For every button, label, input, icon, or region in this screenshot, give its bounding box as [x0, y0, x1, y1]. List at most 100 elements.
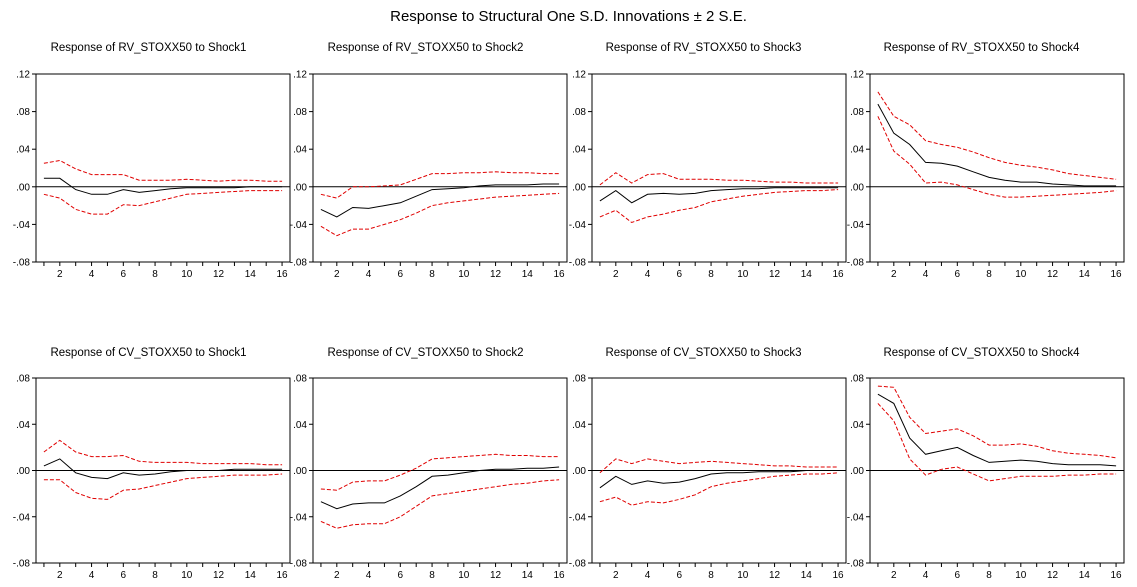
y-tick-label: -.08 [13, 258, 31, 269]
y-tick-label: .04 [293, 145, 307, 156]
lower-band-line [320, 192, 560, 237]
chart-panel: .08 .04 .00 -.04 -.08 2 4 6 8 10 12 14 16 [569, 374, 847, 581]
x-tick-label: 8 [429, 570, 435, 581]
panel-title-rv-shock1: Response of RV_STOXX50 to Shock1 [50, 42, 247, 54]
y-tick-label: -.04 [569, 220, 587, 231]
x-tick-label: 12 [769, 570, 781, 581]
y-tick-label: .04 [572, 420, 586, 431]
x-tick-label: 8 [986, 269, 992, 280]
x-tick-label: 12 [213, 269, 225, 280]
upper-band-line [43, 159, 283, 182]
x-tick-label: 14 [522, 570, 534, 581]
y-tick-label: -.04 [569, 512, 587, 523]
y-tick-label: .12 [16, 70, 30, 81]
y-tick-label: .12 [293, 70, 307, 81]
x-tick-label: 14 [1079, 269, 1091, 280]
y-tick-label: .04 [16, 145, 30, 156]
chart-panel: .12 .08 .04 .00 -.04 -.08 2 4 6 8 10 12 14 16 [13, 70, 291, 280]
x-tick-label: 16 [554, 269, 566, 280]
x-tick-label: 12 [1047, 269, 1059, 280]
x-tick-label: 12 [769, 269, 781, 280]
chart-panel: .12 .08 .04 .00 -.04 -.08 2 4 6 8 10 12 14 16 [290, 70, 568, 280]
x-tick-label: 6 [398, 269, 404, 280]
x-tick-label: 10 [181, 570, 193, 581]
x-tick-label: 8 [152, 570, 158, 581]
panel-title-cv-shock2: Response of CV_STOXX50 to Shock2 [327, 347, 524, 359]
upper-band-line [599, 458, 839, 474]
x-tick-label: 16 [1111, 570, 1123, 581]
y-tick-label: .00 [850, 182, 864, 193]
x-tick-label: 12 [490, 269, 502, 280]
chart-panel: .12 .08 .04 .00 -.04 -.08 2 4 6 8 10 12 14 16 [569, 70, 847, 280]
x-tick-label: 14 [1079, 570, 1091, 581]
x-tick-label: 12 [213, 570, 225, 581]
lower-band-line [599, 472, 839, 506]
x-tick-label: 10 [737, 570, 749, 581]
y-tick-label: -.04 [847, 220, 865, 231]
response-line [320, 466, 560, 510]
x-tick-label: 10 [1015, 570, 1027, 581]
lower-band-line [43, 190, 283, 215]
x-tick-label: 14 [245, 269, 257, 280]
x-tick-label: 10 [458, 570, 470, 581]
lower-band-line [877, 403, 1117, 482]
x-tick-label: 4 [645, 570, 651, 581]
x-tick-label: 2 [613, 269, 619, 280]
x-tick-label: 4 [923, 570, 929, 581]
panel-title-rv-shock3: Response of RV_STOXX50 to Shock3 [605, 42, 802, 54]
response-line [599, 470, 839, 489]
y-tick-label: -.04 [290, 512, 308, 523]
y-tick-label: .08 [293, 374, 307, 385]
y-tick-label: -.08 [290, 559, 308, 570]
x-tick-label: 6 [955, 570, 961, 581]
lower-band-line [599, 189, 839, 224]
y-tick-label: .08 [850, 107, 864, 118]
y-tick-label: .00 [16, 182, 30, 193]
x-tick-label: 8 [708, 269, 714, 280]
x-tick-label: 6 [121, 269, 127, 280]
y-tick-label: .04 [850, 145, 864, 156]
y-tick-label: -.08 [290, 258, 308, 269]
y-tick-label: .08 [16, 107, 30, 118]
panel-title-cv-shock1: Response of CV_STOXX50 to Shock1 [50, 347, 247, 359]
y-tick-label: .12 [850, 70, 864, 81]
lower-band-line [320, 479, 560, 529]
y-tick-label: -.08 [847, 258, 865, 269]
x-tick-label: 6 [955, 269, 961, 280]
panel-title-rv-shock2: Response of RV_STOXX50 to Shock2 [327, 42, 524, 54]
x-tick-label: 4 [923, 269, 929, 280]
x-tick-label: 16 [277, 570, 289, 581]
chart-panel: .12 .08 .04 .00 -.04 -.08 2 4 6 8 10 12 14 16 [847, 70, 1125, 280]
x-tick-label: 16 [554, 570, 566, 581]
response-line [43, 458, 283, 480]
y-tick-label: -.08 [569, 258, 587, 269]
x-tick-label: 4 [645, 269, 651, 280]
y-tick-label: .00 [293, 466, 307, 477]
plot-frame [591, 73, 847, 263]
y-tick-label: .08 [293, 107, 307, 118]
x-tick-label: 8 [986, 570, 992, 581]
plot-frame [869, 73, 1125, 263]
upper-band-line [877, 385, 1117, 459]
response-line [43, 177, 283, 195]
y-tick-label: .04 [850, 420, 864, 431]
y-tick-label: .08 [572, 107, 586, 118]
x-tick-label: 2 [334, 269, 340, 280]
y-tick-label: .08 [16, 374, 30, 385]
x-tick-label: 8 [708, 570, 714, 581]
figure-title: Response to Structural One S.D. Innovati… [390, 8, 747, 25]
y-tick-label: .00 [16, 466, 30, 477]
x-tick-label: 8 [152, 269, 158, 280]
y-tick-label: -.04 [13, 512, 31, 523]
upper-band-line [43, 439, 283, 466]
y-tick-label: .12 [572, 70, 586, 81]
plot-frame [312, 73, 568, 263]
x-tick-label: 16 [277, 269, 289, 280]
x-tick-label: 4 [366, 269, 372, 280]
y-tick-label: -.08 [847, 559, 865, 570]
y-tick-label: .00 [572, 466, 586, 477]
x-tick-label: 14 [245, 570, 257, 581]
x-tick-label: 10 [1015, 269, 1027, 280]
panel-title-cv-shock3: Response of CV_STOXX50 to Shock3 [605, 347, 802, 359]
